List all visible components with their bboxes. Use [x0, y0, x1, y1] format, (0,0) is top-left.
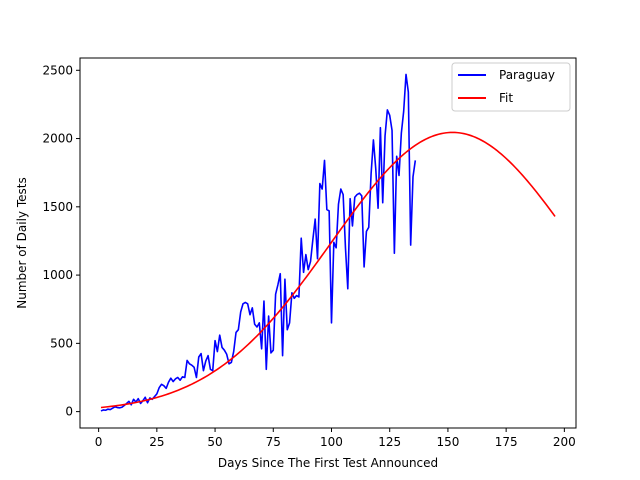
x-tick-label: 25 [149, 435, 164, 449]
legend-label-fit: Fit [499, 91, 513, 105]
series-line-paraguay [100, 73, 417, 412]
x-tick-label: 150 [436, 435, 459, 449]
y-tick-label: 1000 [42, 268, 73, 282]
legend-label-paraguay: Paraguay [499, 68, 555, 82]
y-tick-label: 1500 [42, 200, 73, 214]
x-tick-label: 100 [320, 435, 343, 449]
y-axis-label: Number of Daily Tests [15, 177, 29, 308]
x-tick-label: 125 [378, 435, 401, 449]
y-tick-label: 2500 [42, 63, 73, 77]
y-tick-label: 2000 [42, 132, 73, 146]
axes-frame [79, 57, 577, 429]
x-tick-label: 200 [553, 435, 576, 449]
y-tick-label: 0 [65, 405, 73, 419]
y-axis: 0 500 1000 1500 2000 2500 [42, 63, 80, 419]
x-tick-label: 175 [495, 435, 518, 449]
series-line-fit [100, 131, 556, 409]
x-tick-label: 75 [266, 435, 281, 449]
y-tick-label: 500 [50, 336, 73, 350]
x-axis-label: Days Since The First Test Announced [218, 456, 438, 470]
x-tick-label: 0 [95, 435, 103, 449]
legend: Paraguay Fit [451, 62, 571, 112]
plot-area [100, 73, 556, 412]
x-axis: 0 25 50 75 100 125 150 175 200 [95, 428, 576, 449]
x-tick-label: 50 [207, 435, 222, 449]
